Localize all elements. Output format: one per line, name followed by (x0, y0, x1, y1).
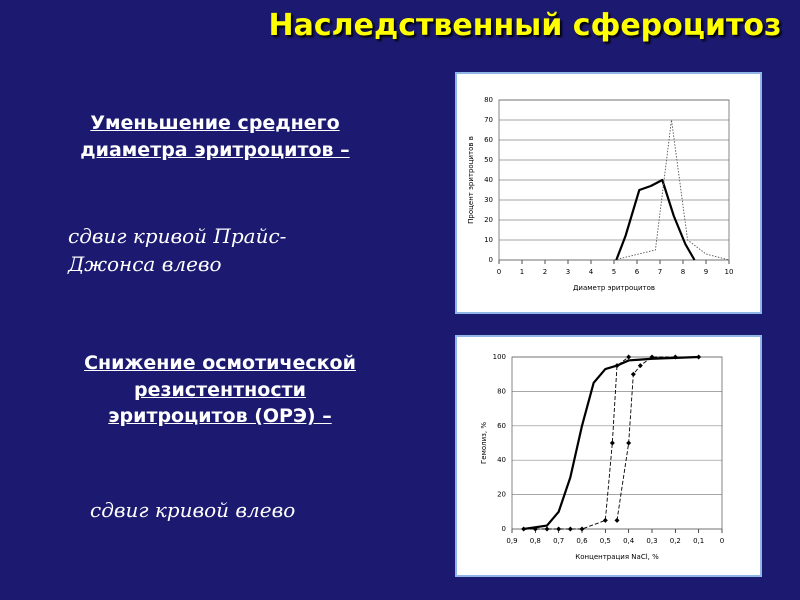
x-tick-label: 4 (589, 268, 594, 276)
y-tick-label: 60 (484, 136, 493, 144)
x-tick-label: 0 (497, 268, 501, 276)
y-tick-label: 40 (497, 456, 506, 464)
data-point (672, 354, 678, 360)
x-tick-label: 3 (566, 268, 570, 276)
x-tick-label: 0,9 (506, 537, 517, 545)
data-point (626, 354, 632, 360)
x-tick-label: 5 (612, 268, 616, 276)
x-tick-label: 0,1 (693, 537, 704, 545)
data-point (630, 371, 636, 377)
data-point (614, 517, 620, 523)
y-tick-label: 30 (484, 196, 493, 204)
data-point (544, 526, 550, 532)
section-text: сдвиг кривой Прайс-Джонса влево (68, 224, 287, 276)
x-tick-label: 0,5 (600, 537, 611, 545)
data-point (532, 526, 538, 532)
y-axis-label: Гемолиз, % (480, 422, 488, 464)
data-line (523, 355, 699, 531)
y-tick-label: 50 (484, 156, 493, 164)
x-axis-label: Концентрация NaCl, % (575, 553, 659, 561)
data-line (613, 119, 730, 261)
y-tick-label: 80 (484, 96, 493, 104)
y-tick-label: 80 (497, 387, 506, 395)
x-tick-label: 1 (520, 268, 524, 276)
data-line (523, 356, 629, 530)
slide-title: Наследственный сфероцитоз (268, 8, 782, 43)
data-point (602, 517, 608, 523)
x-tick-label: 8 (681, 268, 685, 276)
x-tick-label: 2 (543, 268, 547, 276)
x-tick-label: 7 (658, 268, 662, 276)
section-heading: Снижение осмотической резистентности эри… (84, 352, 356, 428)
data-point (626, 440, 632, 446)
data-point (521, 526, 527, 532)
x-tick-label: 0,7 (553, 537, 564, 545)
y-tick-label: 0 (502, 525, 506, 533)
x-tick-label: 0,3 (646, 537, 657, 545)
data-point (649, 354, 655, 360)
y-tick-label: 0 (489, 256, 493, 264)
y-tick-label: 20 (484, 216, 493, 224)
chart: 0 10 20 30 40 50 60 70 80 0 1 2 3 4 5 6 7 8 9 10 Диаметр эри… (467, 96, 734, 292)
section-heading: Уменьшение среднего диаметра эритроцитов… (80, 112, 350, 161)
y-tick-label: 70 (484, 116, 493, 124)
data-point (567, 526, 573, 532)
section-text: сдвиг кривой влево (90, 498, 296, 522)
chart-box: 0 10 20 30 40 50 60 70 80 0 1 2 3 4 5 6 7 8 9 10 Диаметр эри… (455, 72, 762, 314)
data-point (609, 440, 615, 446)
chart: 0 20 40 60 80 100 0,9 0,8 0,7 0,6 0,5 0,4 0,3 0,2 0,1 0… (480, 353, 724, 561)
data-point (637, 363, 643, 369)
data-point (614, 363, 620, 369)
data-point (579, 526, 585, 532)
y-tick-label: 20 (497, 491, 506, 499)
x-tick-label: 0 (720, 537, 724, 545)
y-tick-label: 60 (497, 422, 506, 430)
x-tick-label: 9 (704, 268, 708, 276)
x-tick-label: 0,8 (530, 537, 541, 545)
data-line (616, 356, 699, 521)
chart-box: 0 20 40 60 80 100 0,9 0,8 0,7 0,6 0,5 0,4 0,3 0,2 0,1 0… (455, 335, 762, 577)
data-line (615, 178, 696, 261)
y-tick-label: 40 (484, 176, 493, 184)
y-axis-label: Процент эритроцитов в (467, 136, 475, 224)
x-tick-label: 6 (635, 268, 640, 276)
x-tick-label: 0,6 (576, 537, 588, 545)
x-axis-label: Диаметр эритроцитов (573, 284, 655, 292)
x-tick-label: 0,2 (670, 537, 681, 545)
data-point (696, 354, 702, 360)
x-tick-label: 0,4 (623, 537, 635, 545)
x-tick-label: 10 (725, 268, 734, 276)
data-point (556, 526, 562, 532)
y-tick-label: 10 (484, 236, 493, 244)
y-tick-label: 100 (493, 353, 506, 361)
plot-frame (511, 356, 723, 530)
